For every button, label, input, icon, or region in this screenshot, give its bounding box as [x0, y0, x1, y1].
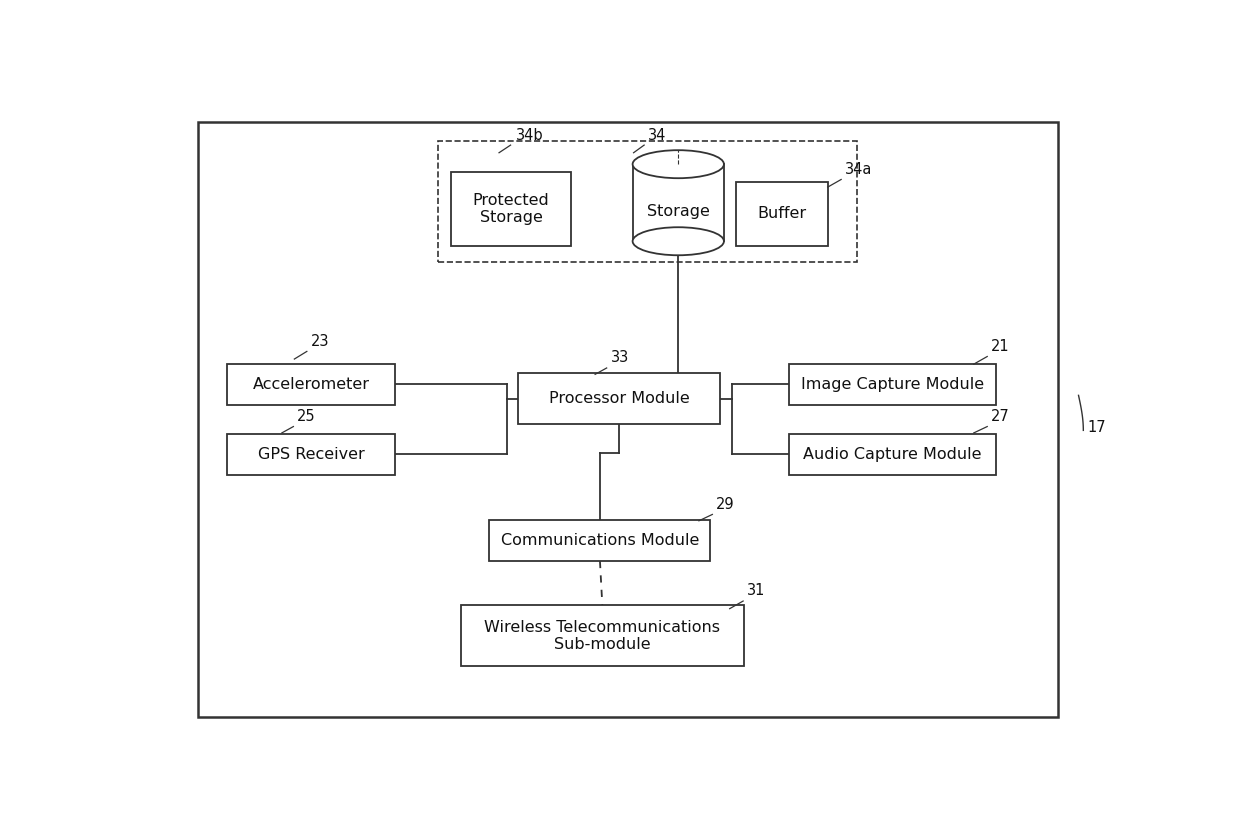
Text: Accelerometer: Accelerometer [253, 377, 370, 392]
Bar [632, 165, 724, 241]
Text: 34: 34 [649, 127, 666, 142]
Text: GPS Receiver: GPS Receiver [258, 447, 365, 461]
Text: 34b: 34b [516, 127, 544, 142]
Text: Wireless Telecommunications
Sub-module: Wireless Telecommunications Sub-module [485, 619, 720, 652]
Text: Image Capture Module: Image Capture Module [801, 377, 985, 392]
Bar [439, 141, 857, 261]
Text: Protected
Storage: Protected Storage [472, 193, 549, 225]
Bar [227, 433, 396, 475]
Text: 17: 17 [1087, 419, 1106, 435]
Bar [451, 173, 572, 246]
Text: Storage: Storage [647, 203, 709, 218]
Text: Buffer: Buffer [758, 207, 806, 222]
Bar [460, 605, 744, 666]
Text: 21: 21 [991, 339, 1009, 354]
Bar [789, 433, 996, 475]
Ellipse shape [632, 151, 724, 178]
Bar [737, 182, 828, 246]
Text: Processor Module: Processor Module [549, 391, 689, 406]
Bar [198, 122, 1059, 717]
Text: 33: 33 [610, 351, 629, 366]
Text: 25: 25 [298, 409, 316, 424]
Bar [227, 364, 396, 405]
Bar [518, 373, 720, 424]
Text: Audio Capture Module: Audio Capture Module [804, 447, 982, 461]
Bar [789, 364, 996, 405]
Text: Communications Module: Communications Module [501, 533, 699, 547]
Text: 29: 29 [717, 497, 735, 512]
Text: 31: 31 [746, 584, 765, 599]
Bar [490, 519, 711, 561]
Text: 23: 23 [311, 334, 329, 349]
Text: 34a: 34a [844, 162, 873, 177]
Ellipse shape [632, 227, 724, 256]
Text: 27: 27 [991, 409, 1009, 424]
